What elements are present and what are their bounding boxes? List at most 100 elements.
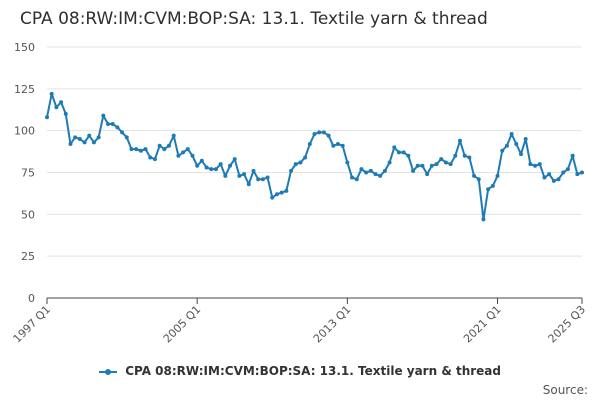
data-point bbox=[472, 173, 477, 178]
data-point bbox=[68, 142, 73, 147]
data-point bbox=[204, 165, 209, 170]
data-point bbox=[246, 182, 251, 187]
data-point bbox=[232, 157, 237, 162]
data-point bbox=[124, 135, 129, 140]
data-point bbox=[561, 170, 566, 175]
data-point bbox=[504, 143, 509, 148]
data-point bbox=[143, 147, 148, 152]
data-point bbox=[284, 188, 289, 193]
data-point bbox=[368, 168, 373, 173]
data-point bbox=[87, 133, 92, 138]
data-point bbox=[223, 173, 228, 178]
data-point bbox=[307, 142, 312, 147]
series-line bbox=[46, 92, 583, 221]
data-point bbox=[439, 157, 444, 162]
data-point bbox=[73, 135, 78, 140]
data-point bbox=[251, 168, 256, 173]
axes bbox=[46, 297, 583, 304]
data-point bbox=[420, 163, 425, 168]
data-point bbox=[486, 187, 491, 192]
data-point bbox=[364, 170, 369, 175]
data-point bbox=[242, 172, 247, 177]
y-tick-labels: 0 25 50 75 100 125 150 bbox=[14, 41, 35, 305]
data-point bbox=[392, 145, 397, 150]
y-tick-label: 75 bbox=[21, 167, 35, 180]
data-point bbox=[476, 177, 481, 182]
data-point bbox=[148, 155, 153, 160]
data-point bbox=[523, 137, 528, 142]
x-tick-label: 2025 Q3 bbox=[546, 303, 589, 346]
data-point bbox=[570, 153, 575, 158]
data-point bbox=[115, 125, 120, 130]
data-point bbox=[326, 133, 331, 138]
data-point bbox=[77, 137, 82, 142]
data-point bbox=[270, 195, 275, 200]
data-point bbox=[340, 143, 345, 148]
data-point bbox=[289, 168, 294, 173]
data-point bbox=[185, 147, 190, 152]
data-point bbox=[213, 167, 218, 172]
data-point bbox=[49, 91, 54, 96]
data-point bbox=[556, 177, 561, 182]
x-tick-labels: 1997 Q1 2005 Q1 2013 Q1 2021 Q1 2025 Q3 bbox=[11, 303, 589, 346]
data-point bbox=[96, 135, 101, 140]
data-point bbox=[317, 130, 322, 135]
data-point bbox=[162, 147, 167, 152]
data-point bbox=[176, 153, 181, 158]
data-point bbox=[448, 162, 453, 167]
data-point bbox=[514, 142, 519, 147]
data-point bbox=[565, 167, 570, 172]
data-point bbox=[495, 173, 500, 178]
data-point bbox=[518, 152, 523, 157]
y-tick-label: 0 bbox=[28, 292, 35, 305]
y-tick-label: 125 bbox=[14, 83, 35, 96]
data-point bbox=[387, 160, 392, 165]
data-point bbox=[575, 172, 580, 177]
data-point bbox=[350, 175, 355, 180]
data-point bbox=[110, 121, 115, 126]
data-point bbox=[152, 157, 157, 162]
data-point bbox=[265, 175, 270, 180]
data-point bbox=[528, 162, 533, 167]
data-point bbox=[321, 130, 326, 135]
data-point bbox=[45, 115, 49, 120]
data-point bbox=[406, 153, 411, 158]
data-point bbox=[129, 147, 134, 152]
data-point bbox=[195, 163, 200, 168]
data-point bbox=[373, 172, 378, 177]
data-point bbox=[547, 172, 552, 177]
data-point bbox=[101, 113, 106, 118]
data-point bbox=[138, 148, 143, 153]
data-point bbox=[106, 121, 111, 126]
data-point bbox=[401, 150, 406, 155]
data-point bbox=[542, 175, 547, 180]
y-tick-label: 100 bbox=[14, 125, 35, 138]
data-point bbox=[279, 190, 284, 195]
data-point bbox=[298, 160, 303, 165]
data-point bbox=[312, 132, 317, 137]
data-point bbox=[167, 143, 172, 148]
legend[interactable]: CPA 08:RW:IM:CVM:BOP:SA: 13.1. Textile y… bbox=[0, 364, 600, 378]
data-point bbox=[580, 170, 584, 175]
data-point bbox=[551, 178, 556, 183]
data-point bbox=[91, 140, 96, 145]
x-tick-label: 2005 Q1 bbox=[161, 303, 204, 346]
data-point bbox=[359, 167, 364, 172]
y-tick-label: 150 bbox=[14, 41, 35, 54]
data-point bbox=[434, 162, 439, 167]
data-point bbox=[453, 153, 458, 158]
data-point bbox=[467, 155, 472, 160]
data-point bbox=[260, 177, 265, 182]
data-point bbox=[533, 163, 538, 168]
data-point bbox=[199, 158, 204, 163]
data-point bbox=[120, 130, 125, 135]
data-point bbox=[134, 147, 139, 152]
data-point bbox=[256, 177, 261, 182]
data-point bbox=[303, 155, 308, 160]
data-point bbox=[157, 143, 162, 148]
data-point bbox=[228, 163, 233, 168]
data-point bbox=[425, 172, 430, 177]
data-point bbox=[354, 177, 359, 182]
data-point bbox=[443, 160, 448, 165]
